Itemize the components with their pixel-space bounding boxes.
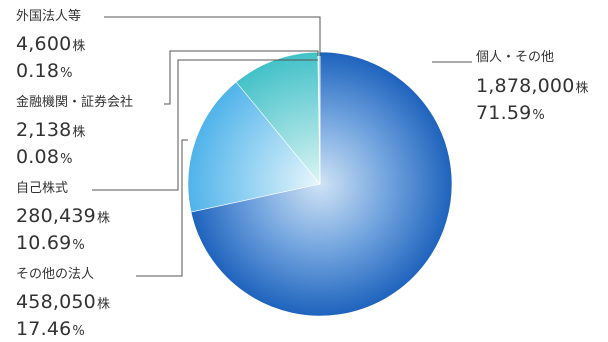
label-category-treasury: 自己株式 <box>16 181 69 196</box>
percent-value: 0.18 <box>16 60 60 82</box>
percent-unit: % <box>532 108 545 123</box>
shares-unit: 株 <box>96 211 111 226</box>
label-percent-financial: 0.08% <box>16 148 73 167</box>
label-category-foreign: 外国法人等 <box>16 9 82 24</box>
label-percent-treasury: 10.69% <box>16 234 85 253</box>
percent-unit: % <box>72 238 85 253</box>
label-category-financial: 金融機関・証券会社 <box>16 95 134 110</box>
shares-unit: 株 <box>575 81 589 96</box>
label-percent-individual: 71.59% <box>476 104 545 123</box>
slice-individual <box>190 51 453 317</box>
label-shares-individual: 1,878,000株 <box>476 77 589 96</box>
leader-line-financial <box>164 50 319 105</box>
slice-other-corp <box>187 81 321 213</box>
label-shares-financial: 2,138株 <box>16 121 86 140</box>
label-percent-foreign: 0.18% <box>16 62 73 81</box>
shares-value: 458,050 <box>16 291 96 313</box>
percent-unit: % <box>72 324 85 339</box>
label-percent-other-corp: 17.46% <box>16 320 85 339</box>
shares-unit: 株 <box>96 297 111 312</box>
leader-line-other-corp <box>136 139 188 277</box>
shares-unit: 株 <box>72 39 86 54</box>
label-category-individual: 個人・その他 <box>476 50 555 65</box>
percent-value: 71.59 <box>476 102 532 124</box>
percent-value: 10.69 <box>16 232 72 254</box>
label-shares-treasury: 280,439株 <box>16 207 110 226</box>
percent-unit: % <box>60 66 73 81</box>
label-category-other-corp: その他の法人 <box>16 267 95 282</box>
shares-value: 280,439 <box>16 205 96 227</box>
leader-line-foreign <box>104 16 321 56</box>
label-shares-other-corp: 458,050株 <box>16 293 110 312</box>
label-shares-foreign: 4,600株 <box>16 35 86 54</box>
shares-unit: 株 <box>72 125 86 140</box>
percent-unit: % <box>60 152 73 167</box>
percent-value: 17.46 <box>16 318 72 340</box>
shares-value: 1,878,000 <box>476 75 575 97</box>
leader-line-treasury <box>92 59 318 191</box>
shares-value: 4,600 <box>16 33 72 55</box>
shares-value: 2,138 <box>16 119 72 141</box>
percent-value: 0.08 <box>16 146 60 168</box>
